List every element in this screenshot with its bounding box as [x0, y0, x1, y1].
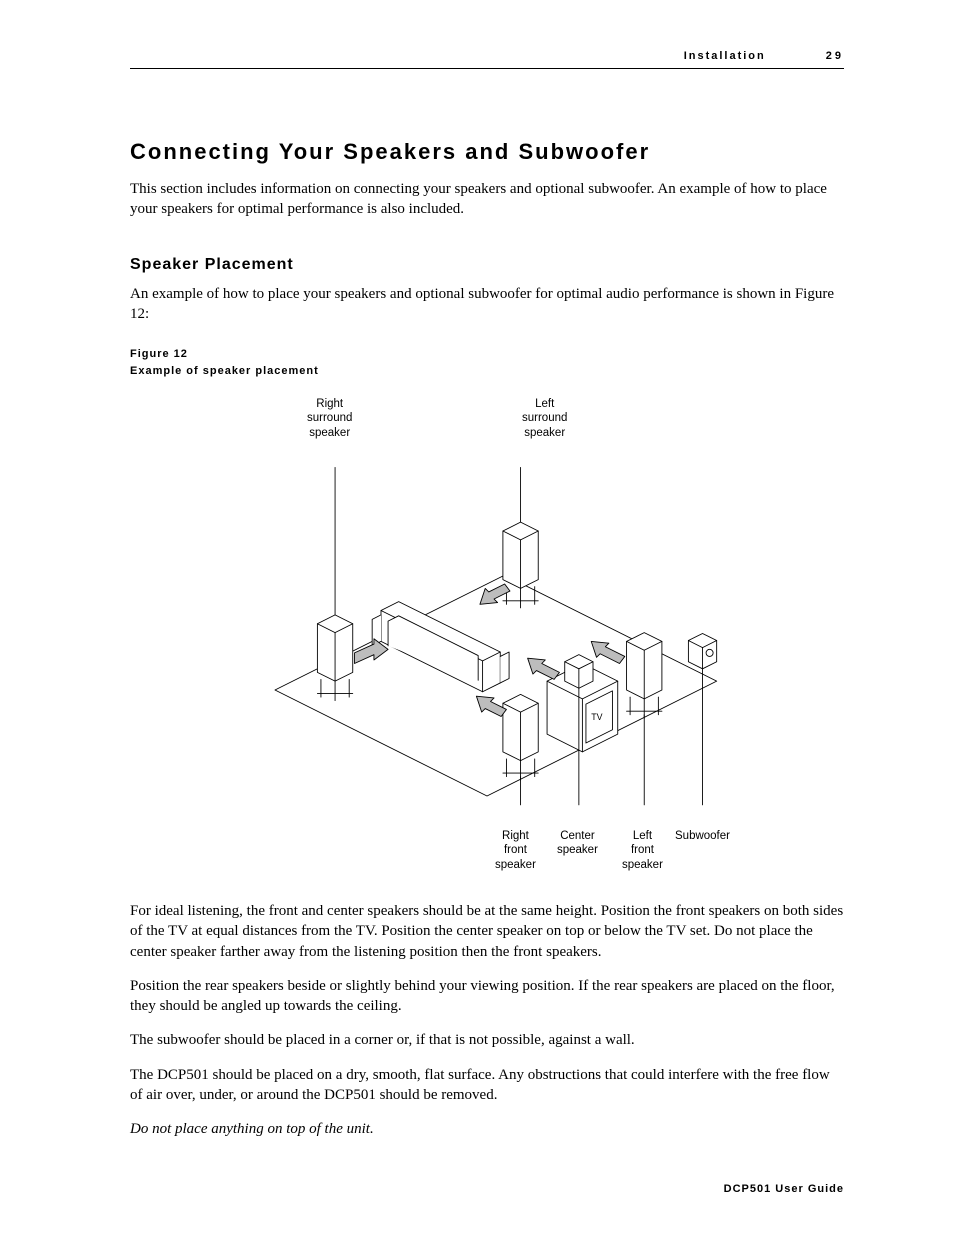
paragraph-subwoofer: The subwoofer should be placed in a corn… — [130, 1030, 844, 1050]
speaker-diagram: Right surround speaker Left surround spe… — [222, 397, 752, 877]
figure-number: Figure 12 — [130, 348, 188, 360]
page-container: Installation 29 Connecting Your Speakers… — [0, 0, 954, 1235]
header-section: Installation — [684, 50, 766, 62]
header-page-number: 29 — [826, 50, 844, 62]
label-right-front: Right front speaker — [495, 829, 536, 872]
label-left-surround: Left surround speaker — [522, 397, 567, 440]
label-subwoofer: Subwoofer — [675, 829, 730, 843]
figure-caption: Figure 12 Example of speaker placement — [130, 346, 844, 379]
placement-intro-paragraph: An example of how to place your speakers… — [130, 284, 844, 325]
footer-guide-name: DCP501 User Guide — [724, 1183, 844, 1195]
heading-speaker-placement: Speaker Placement — [130, 256, 844, 274]
figure-title: Example of speaker placement — [130, 365, 319, 377]
speaker-center-icon — [565, 655, 593, 689]
paragraph-rear-speakers: Position the rear speakers beside or sli… — [130, 976, 844, 1017]
label-center: Center speaker — [557, 829, 598, 858]
tv-label: TV — [591, 712, 602, 722]
label-right-surround: Right surround speaker — [307, 397, 352, 440]
paragraph-dcp501-surface: The DCP501 should be placed on a dry, sm… — [130, 1065, 844, 1106]
page-header: Installation 29 — [130, 50, 844, 69]
paragraph-ideal-listening: For ideal listening, the front and cente… — [130, 901, 844, 962]
heading-main: Connecting Your Speakers and Subwoofer — [130, 139, 844, 165]
diagram-svg: TV — [222, 397, 752, 877]
label-left-front: Left front speaker — [622, 829, 663, 872]
subwoofer-icon — [688, 633, 716, 668]
paragraph-warning: Do not place anything on top of the unit… — [130, 1119, 844, 1139]
intro-paragraph: This section includes information on con… — [130, 179, 844, 220]
